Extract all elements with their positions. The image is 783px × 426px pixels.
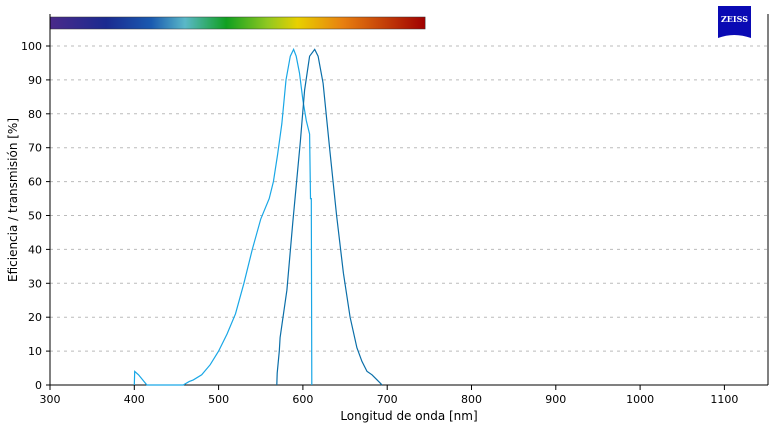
y-tick-label: 10 (28, 345, 42, 358)
x-tick-label: 1000 (626, 393, 654, 406)
zeiss-logo: ZEISS (718, 6, 751, 38)
x-tick-label: 300 (40, 393, 61, 406)
y-tick-label: 0 (35, 379, 42, 392)
y-tick-label: 40 (28, 243, 42, 256)
y-tick-label: 80 (28, 108, 42, 121)
y-tick-label: 50 (28, 210, 42, 223)
series-line-1 (133, 47, 313, 386)
x-axis-label: Longitud de onda [nm] (340, 409, 477, 423)
x-tick-label: 800 (461, 393, 482, 406)
x-tick-label: 500 (208, 393, 229, 406)
x-tick-label: 400 (124, 393, 145, 406)
svg-text:ZEISS: ZEISS (721, 14, 748, 24)
x-tick-label: 900 (545, 393, 566, 406)
y-tick-label: 100 (21, 40, 42, 53)
series-line-2 (276, 48, 383, 386)
x-tick-label: 600 (292, 393, 313, 406)
y-axis-label: Eficiencia / transmisión [%] (6, 118, 20, 282)
axes: 0 10 20 30 40 50 60 70 80 90 100 300 400 500 600 700 800… (21, 14, 769, 406)
y-tick-label: 30 (28, 277, 42, 290)
y-tick-label: 60 (28, 176, 42, 189)
y-tick-label: 70 (28, 142, 42, 155)
x-tick-label: 1100 (710, 393, 738, 406)
series-lines (133, 47, 383, 386)
y-tick-label: 90 (28, 74, 42, 87)
spectrum-color-bar (49, 16, 426, 30)
grid (50, 45, 768, 352)
x-tick-label: 700 (377, 393, 398, 406)
y-tick-label: 20 (28, 311, 42, 324)
